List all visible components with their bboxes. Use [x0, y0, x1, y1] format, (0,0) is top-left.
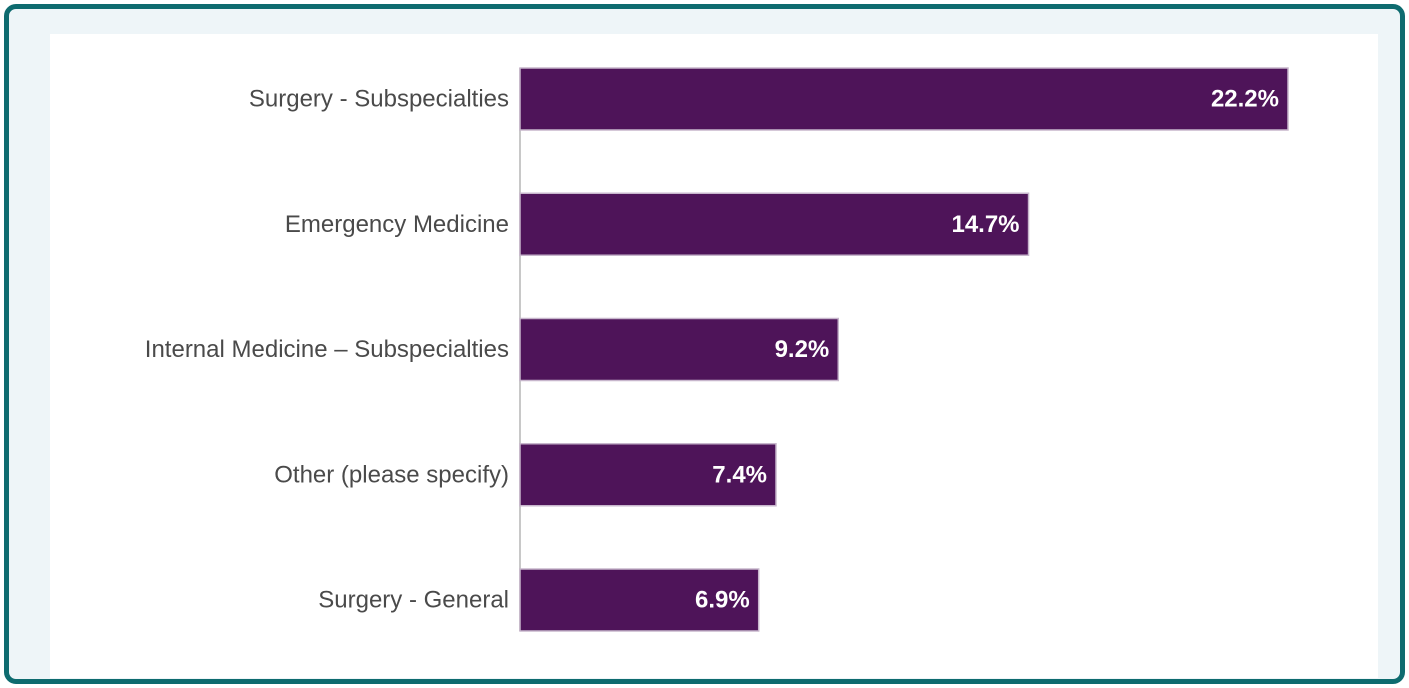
value-label-2: 9.2% [775, 336, 830, 363]
value-label-1: 14.7% [951, 211, 1019, 238]
bar-0 [519, 67, 1289, 131]
category-label-2: Internal Medicine – Subspecialties [145, 336, 509, 363]
value-label-4: 6.9% [695, 587, 750, 614]
category-label-1: Emergency Medicine [285, 211, 509, 238]
category-label-4: Surgery - General [318, 587, 509, 614]
category-label-0: Surgery - Subspecialties [249, 86, 509, 113]
bars-group: Surgery - Subspecialties 22.2% Emergency M… [145, 67, 1289, 632]
category-label-3: Other (please specify) [274, 461, 509, 488]
value-label-0: 22.2% [1211, 86, 1279, 113]
value-label-3: 7.4% [712, 461, 767, 488]
bar-4 [519, 568, 760, 632]
bar-2 [519, 317, 840, 382]
bar-3 [519, 443, 777, 507]
bar-1 [519, 192, 1030, 256]
